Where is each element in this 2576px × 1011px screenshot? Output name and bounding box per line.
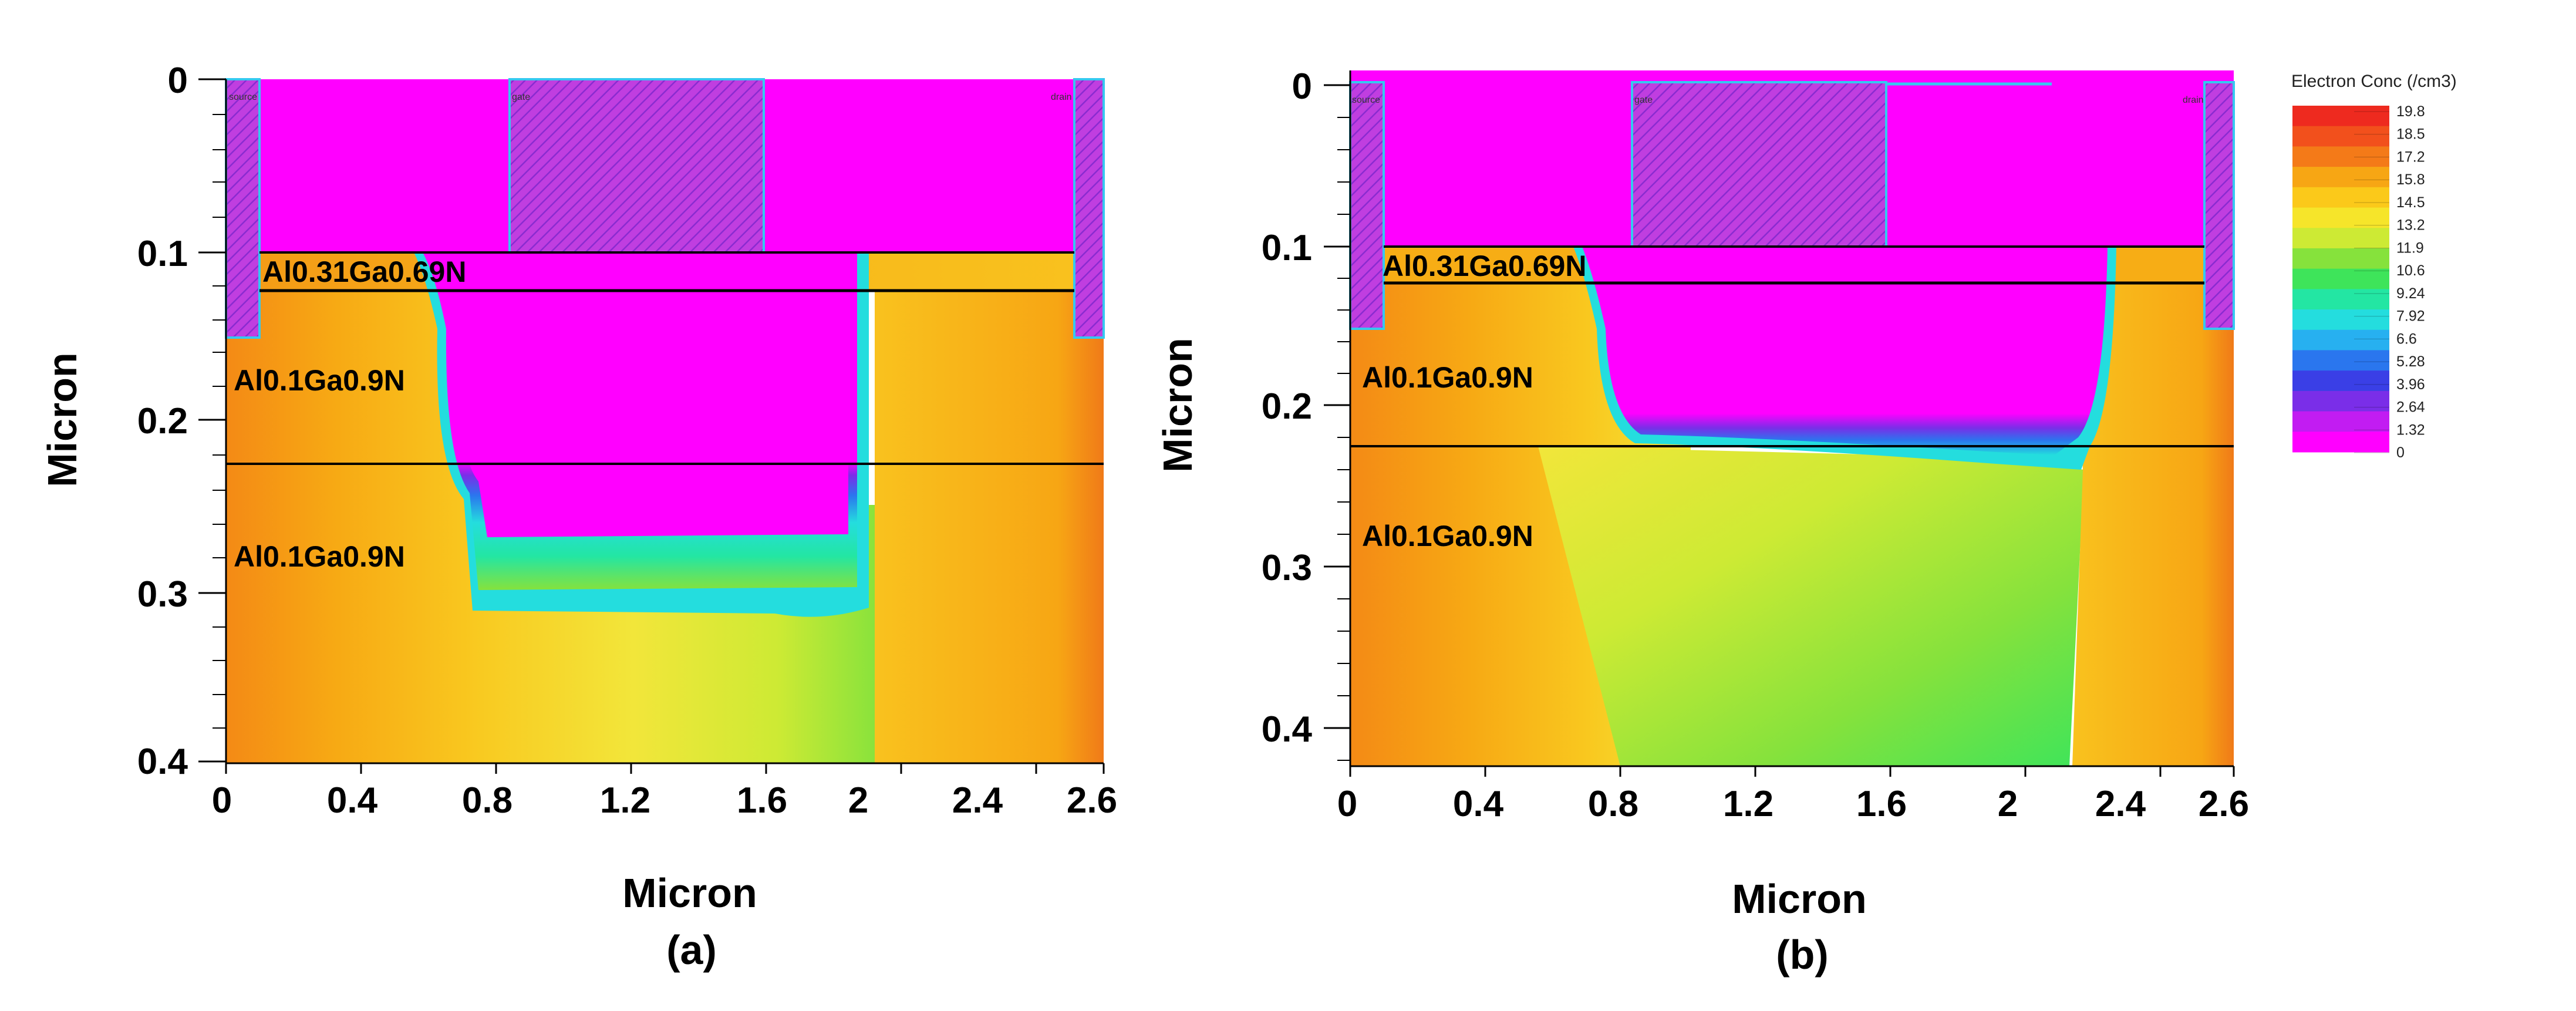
colorbar-swatches [2292,106,2389,453]
panel-a-source-contact [225,78,261,339]
panel-a-region-label-2: Al0.1Ga0.9N [234,364,405,397]
colorbar-tick-label: 13.2 [2396,217,2425,234]
panel-b-y-axis-title: Micron [1155,338,1201,472]
panel-b-background-green [1538,446,2084,766]
panel-a-x-tick: 1.6 [737,780,787,821]
panel-b-x-tick: 2.4 [2095,784,2146,824]
panel-a-x-axis-title: Micron [622,870,757,916]
colorbar-title: Electron Conc (/cm3) [2291,72,2457,91]
panel-b-region-label-1: Al0.31Ga0.69N [1383,250,1586,282]
colorbar-tick-label: 6.6 [2396,331,2417,347]
panel-b-x-axis-title: Micron [1732,876,1866,922]
colorbar-tick-label: 19.8 [2396,103,2425,120]
colorbar-tick-label: 15.8 [2396,171,2425,188]
panel-b: source gate drain Al0.31Ga0.69N Al0.1Ga0… [1155,66,2249,978]
panel-b-x-tick: 0.8 [1588,784,1638,824]
panel-b-y-tick: 0 [1292,66,1312,107]
colorbar-tick-label: 1.32 [2396,422,2425,438]
colorbar-swatch [2292,390,2389,412]
panel-a-drain-label: drain [1051,92,1072,102]
panel-b-gate-label: gate [1634,95,1653,105]
colorbar-swatch [2292,289,2389,310]
colorbar-legend: Electron Conc (/cm3) 19.8 18.5 17.2 15.8 14.… [2291,72,2457,461]
panel-b-source-contact [1349,81,1385,330]
colorbar-swatch [2292,370,2389,392]
panel-a-x-tick: 0 [212,780,232,821]
colorbar-swatch [2292,146,2389,167]
colorbar-tick-label: 14.5 [2396,194,2425,211]
panel-a-x-tick: 1.2 [600,780,650,821]
colorbar-labels: 19.8 18.5 17.2 15.8 14.5 13.2 11.9 10.6 9.24 7.92… [2354,103,2425,461]
panel-a-depletion-core [431,252,848,537]
colorbar-tick-label: 2.64 [2396,399,2425,416]
panel-b-x-tick: 1.2 [1723,784,1773,824]
panel-b-y-axis: 0 0.1 0.2 0.3 0.4 [1262,66,1351,766]
panel-a-x-tick: 2 [848,780,868,821]
panel-b-x-axis: 0 0.4 0.8 1.2 1.6 2 2.4 2.6 [1337,765,2249,824]
colorbar-tick-label: 5.28 [2396,353,2425,370]
panel-b-x-tick: 0.4 [1453,784,1504,824]
colorbar-swatch [2292,329,2389,351]
panel-a-x-tick: 2.6 [1067,780,1117,821]
panel-a-y-tick: 0.1 [137,234,188,274]
panel-a-y-axis-title: Micron [39,352,85,487]
colorbar-tick-label: 17.2 [2396,149,2425,165]
panel-b-y-tick: 0.4 [1262,709,1313,750]
colorbar-tick-label: 11.9 [2396,240,2424,256]
panel-a-x-tick: 0.8 [462,780,512,821]
panel-b-region-label-3: Al0.1Ga0.9N [1362,520,1533,552]
panel-b-label: (b) [1776,932,1828,978]
panel-a-x-axis: 0 0.4 0.8 1.2 1.6 2 2.4 2.6 [212,762,1117,821]
colorbar-swatch [2292,411,2389,432]
panel-a-y-tick: 0.2 [137,401,188,442]
colorbar-swatch [2292,126,2389,147]
panel-b-y-tick: 0.3 [1262,548,1312,588]
panel-a-gate-contact [508,78,765,254]
panel-a-region-label-1: Al0.31Ga0.69N [262,255,466,288]
panel-b-source-label: source [1352,95,1380,105]
panel-a-label: (a) [666,927,717,973]
panel-b-gate-contact [1631,81,1887,248]
panel-a-x-tick: 2.4 [952,780,1003,821]
panel-b-background-right [2072,247,2234,766]
colorbar-swatch [2292,248,2389,269]
panel-a-source-label: source [229,92,257,102]
panel-a-y-tick: 0.4 [137,742,188,782]
panel-a: source gate drain Al0.31Ga0.69N Al0.1Ga0… [39,60,1117,973]
panel-b-drain-contact [2203,81,2235,330]
panel-b-x-tick: 2.6 [2199,784,2249,824]
colorbar-swatch [2292,268,2389,289]
colorbar-tick-label: 3.96 [2396,376,2425,393]
panel-b-channel-depletion [1582,247,2108,455]
colorbar-swatch [2292,350,2389,371]
colorbar-swatch [2292,187,2389,208]
panel-b-drain-label: drain [2183,95,2204,105]
panel-a-x-tick: 0.4 [327,780,378,821]
colorbar-swatch [2292,207,2389,228]
panel-b-region-label-2: Al0.1Ga0.9N [1362,361,1533,394]
panel-a-y-axis: 0 0.1 0.2 0.3 0.4 [137,60,227,782]
colorbar-tick-label: 0 [2396,444,2405,461]
colorbar-tick-label: 18.5 [2396,126,2425,143]
colorbar-tick-label: 9.24 [2396,285,2425,302]
panel-a-gate-label: gate [512,92,530,102]
panel-a-drain-contact [1073,78,1105,339]
panel-b-y-tick: 0.1 [1262,228,1312,268]
panel-a-region-label-3: Al0.1Ga0.9N [234,540,405,573]
panel-b-x-tick: 2 [1998,784,2018,824]
colorbar-swatch [2292,106,2389,127]
colorbar-swatch [2292,309,2389,331]
panel-a-background-right [875,252,1104,763]
panel-b-y-tick: 0.2 [1262,386,1312,427]
panel-b-x-tick: 1.6 [1856,784,1907,824]
colorbar-swatch [2292,432,2389,453]
colorbar-tick-label: 7.92 [2396,308,2425,325]
colorbar-swatch [2292,167,2389,188]
panel-a-y-tick: 0 [168,60,188,101]
colorbar-swatch [2292,228,2389,249]
panel-b-x-tick: 0 [1337,784,1357,824]
colorbar-tick-label: 10.6 [2396,262,2425,279]
panel-a-y-tick: 0.3 [137,574,188,615]
